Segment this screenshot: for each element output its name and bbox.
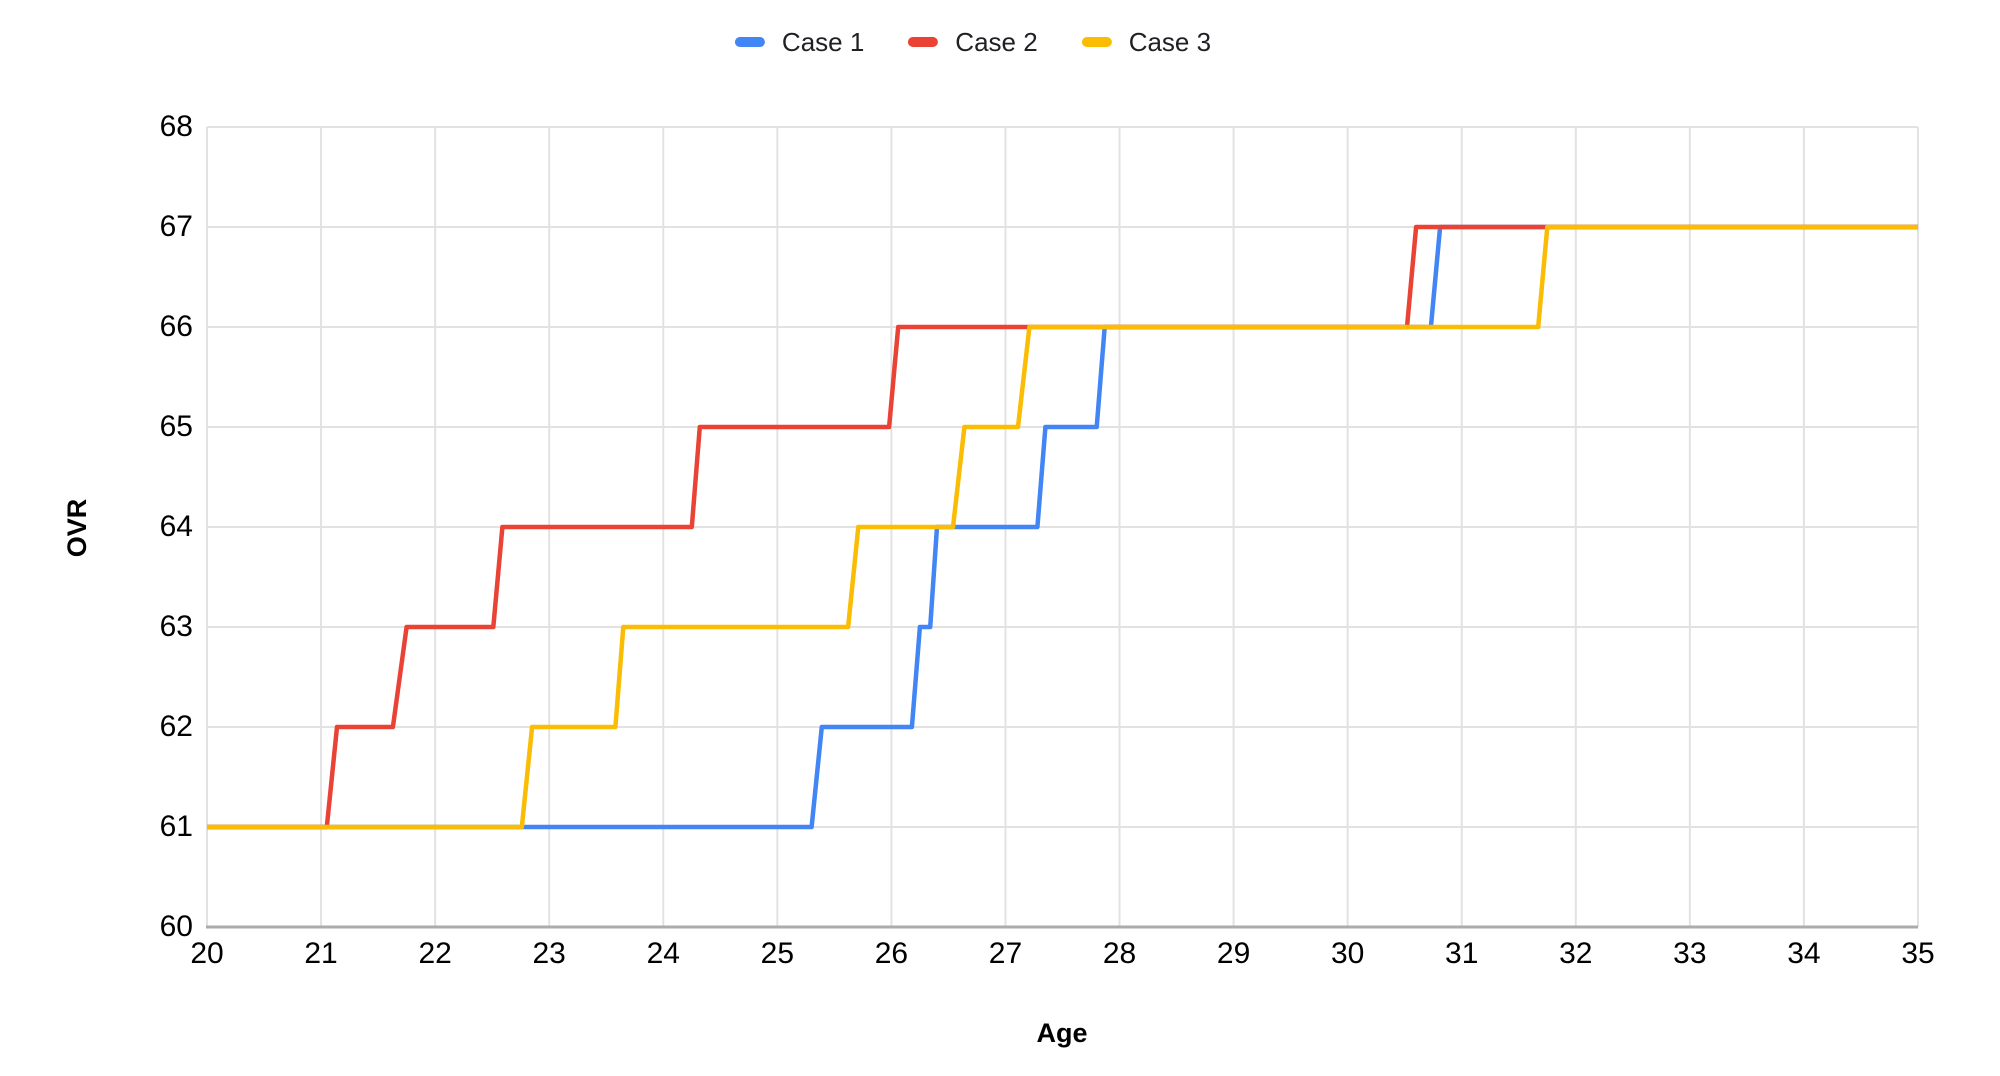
x-tick-label: 33	[1673, 937, 1707, 970]
y-tick-label: 60	[159, 910, 193, 943]
y-tick-label: 66	[159, 310, 193, 343]
legend-item-case-3[interactable]: Case 3	[1081, 26, 1212, 58]
y-tick-label: 68	[159, 110, 193, 143]
y-tick-label: 64	[159, 510, 193, 543]
legend-swatch-icon	[1081, 37, 1112, 47]
series-line-case-3	[207, 224, 1918, 830]
x-tick-label: 31	[1445, 937, 1479, 970]
x-tick-label: 34	[1787, 937, 1821, 970]
x-axis-title: Age	[1036, 1018, 1088, 1048]
y-tick-label: 61	[159, 810, 193, 843]
x-tick-label: 24	[646, 937, 680, 970]
x-tick-label: 29	[1216, 937, 1251, 970]
x-tick-label: 26	[874, 937, 909, 970]
x-tick-label: 28	[1102, 937, 1137, 970]
y-tick-label: 67	[159, 210, 193, 243]
legend-item-label: Case 2	[955, 27, 1038, 57]
x-tick-label: 30	[1330, 937, 1365, 970]
x-tick-label: 32	[1559, 937, 1593, 970]
y-tick-label: 65	[159, 410, 193, 443]
legend-item-label: Case 1	[781, 27, 865, 57]
legend-item-case-1[interactable]: Case 1	[734, 26, 865, 58]
legend-swatch-icon	[734, 37, 765, 47]
x-tick-label: 23	[532, 937, 566, 970]
legend-item-case-2[interactable]: Case 2	[908, 26, 1038, 58]
y-tick-label: 62	[159, 710, 193, 743]
x-tick-label: 27	[988, 937, 1023, 970]
legend: Case 1 Case 2 Case 3	[734, 26, 1212, 58]
x-tick-label: 21	[304, 937, 338, 970]
x-tick-label: 22	[418, 937, 452, 970]
x-tick-label: 35	[1901, 937, 1935, 970]
legend-item-label: Case 3	[1128, 27, 1212, 57]
x-tick-label: 25	[760, 937, 795, 970]
x-tick-label: 20	[190, 937, 224, 970]
legend-swatch-icon	[908, 37, 939, 47]
y-tick-label: 63	[159, 610, 193, 643]
y-axis-title: OVR	[62, 498, 92, 558]
